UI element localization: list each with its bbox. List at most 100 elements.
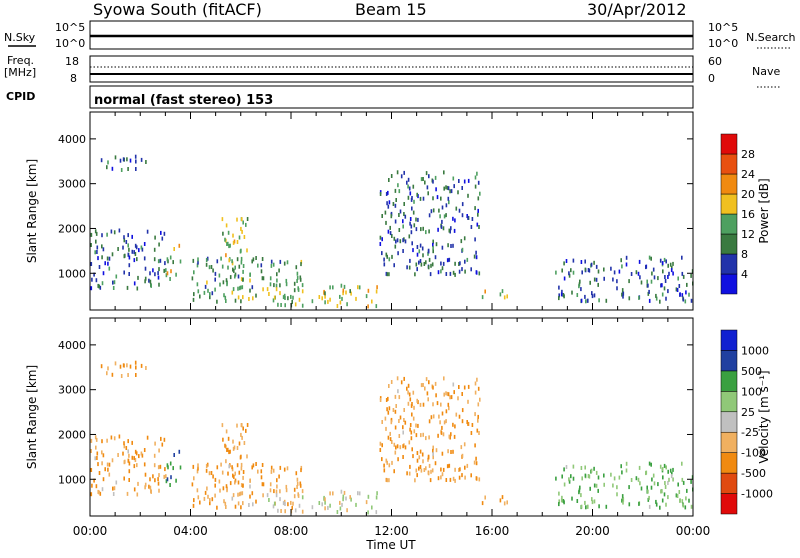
velocity-cell [301,495,304,500]
power-cell [270,263,273,268]
power-cell [622,294,624,299]
power-cell [343,284,346,289]
power-cell [595,264,598,269]
velocity-cell [108,472,111,477]
velocity-cell [276,484,278,489]
power-cell [597,282,599,287]
power-cell [593,260,595,265]
power-cell [431,262,434,267]
power-cell [126,285,129,290]
velocity-cell [252,463,255,468]
power-cell [134,243,137,248]
power-cell [214,271,217,276]
velocity-cell [119,364,122,369]
velocity-cell [402,444,404,449]
velocity-cell [639,481,641,486]
power-cell [417,217,419,222]
velocity-cell [415,468,418,473]
velocity-cell [572,476,575,481]
velocity-cell [279,465,282,470]
velocity-cell [294,508,297,513]
power-cell [445,213,447,218]
power-cell [166,257,169,262]
power-cell [387,190,389,195]
power-cell [384,210,387,215]
velocity-cell [210,471,213,475]
power-cell [216,299,218,304]
velocity-cell [448,434,451,439]
y-tick-label: 3000 [58,178,86,191]
velocity-cell [166,477,169,482]
power-cell [467,193,469,198]
velocity-cell [443,392,445,397]
power-cell [292,295,294,300]
velocity-cell [175,478,177,483]
velocity-cell [390,420,393,425]
power-colorbar: 4 8 12 16 20 24 28 [720,133,755,295]
velocity-cell [209,501,211,506]
velocity-cell [199,500,201,505]
velocity-cell [416,398,418,403]
power-cell [410,230,413,235]
power-cell [628,279,630,284]
power-cell [441,245,444,250]
power-cell [595,277,598,282]
power-cell [410,197,413,202]
velocity-cell [290,500,292,505]
power-cell [290,294,292,299]
velocity-cell [243,441,246,445]
power-cell [685,290,687,295]
power-cell [296,275,299,280]
power-cell [572,270,575,275]
power-cell [452,176,455,181]
power-cell [161,236,164,241]
power-cell [150,283,152,288]
power-cell [605,298,608,303]
power-cell [441,219,443,224]
power-cell [402,249,404,253]
velocity-cell [447,449,449,454]
power-cell [107,160,109,165]
power-cell [419,243,422,248]
velocity-cell [422,459,424,464]
power-cell [358,285,361,290]
velocity-cell [461,408,464,413]
velocity-cell [484,495,486,500]
velocity-cell [216,505,218,510]
velocity-cell [282,501,285,506]
velocity-cell [393,442,396,447]
velocity-cell [233,474,235,479]
power-cell [476,171,478,176]
velocity-cell [470,473,472,478]
power-cell [196,282,199,287]
power-cell [272,262,275,267]
power-cell [280,303,282,307]
velocity-colorbar-tick-label: 25 [741,406,755,419]
power-cell [420,177,423,182]
velocity-cell [640,486,643,491]
power-cell [175,272,177,277]
power-cell [458,179,460,183]
power-cell [616,279,618,284]
velocity-cell [203,496,206,501]
velocity-cell [461,392,463,396]
power-cell [501,289,504,294]
velocity-cell [143,462,146,467]
power-cell [393,236,396,241]
velocity-cell [679,498,681,503]
velocity-cell [473,460,476,465]
velocity-cell [157,477,159,482]
velocity-cell [427,457,429,462]
power-cell [461,202,464,207]
velocity-cell [659,464,662,469]
velocity-cell [287,502,289,507]
velocity-cell [123,476,125,481]
power-cell [97,283,99,288]
station-title: Syowa South (fitACF) [93,0,262,19]
velocity-cell [661,489,663,494]
power-cell [122,245,124,250]
power-cell [99,285,102,290]
power-cell [681,255,683,260]
power-cell [283,293,286,298]
power-cell [117,247,119,251]
